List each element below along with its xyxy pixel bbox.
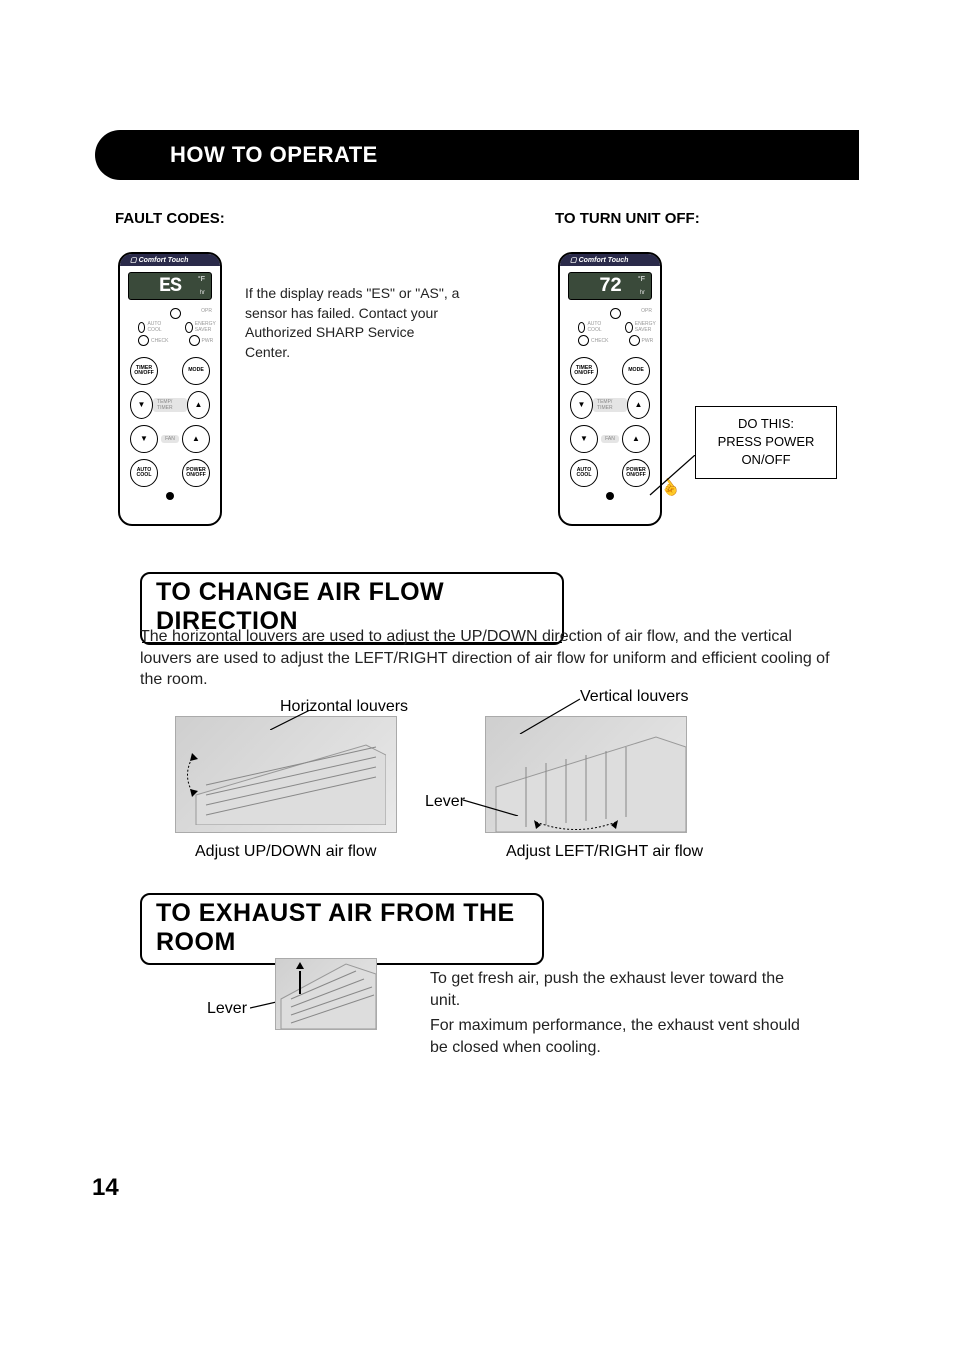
led-auto-icon [138,322,145,333]
manual-page: HOW TO OPERATE FAULT CODES: TO TURN UNIT… [0,0,954,1350]
power-button[interactable]: POWER ON/OFF [182,459,210,487]
panel-display: ES °F hr [128,272,212,300]
power-button[interactable]: POWER ON/OFF [622,459,650,487]
control-panel-fault: ▢ Comfort Touch ES °F hr OPR AUTO COOL E… [118,252,222,526]
panel-brand: ▢ Comfort Touch [120,254,220,266]
turn-off-label: TO TURN UNIT OFF: [555,210,700,227]
adjust-leftright-label: Adjust LEFT/RIGHT air flow [506,843,703,861]
callout-line2: PRESS POWER ON/OFF [706,433,826,469]
panel-display: 72 °F hr [568,272,652,300]
fan-up-button[interactable] [622,425,650,453]
vertical-louver-image [485,716,687,833]
display-value: ES [159,275,181,298]
temp-up-button[interactable] [187,391,210,419]
airflow-intro: The horizontal louvers are used to adjus… [140,626,834,691]
temp-down-button[interactable] [130,391,153,419]
lever-label-2: Lever [207,1000,247,1018]
led-energy-icon [185,322,193,333]
adjust-updown-label: Adjust UP/DOWN air flow [195,843,376,861]
fan-down-button[interactable] [130,425,158,453]
ir-receiver-icon [606,492,614,500]
timer-button[interactable]: TIMER ON/OFF [130,357,158,385]
exhaust-image [275,958,377,1030]
led-opr-icon [610,308,621,319]
section-header: HOW TO OPERATE [95,130,859,180]
fault-codes-label: FAULT CODES: [115,210,225,227]
auto-cool-button[interactable]: AUTO COOL [130,459,158,487]
horizontal-louvers-label: Horizontal louvers [280,698,408,716]
ir-receiver-icon [166,492,174,500]
exhaust-heading-frame: TO EXHAUST AIR FROM THE ROOM [140,893,544,965]
timer-button[interactable]: TIMER ON/OFF [570,357,598,385]
led-check-icon [138,335,149,346]
fan-down-button[interactable] [570,425,598,453]
display-value: 72 [599,275,621,298]
led-opr-icon [170,308,181,319]
temp-down-button[interactable] [570,391,593,419]
exhaust-heading: TO EXHAUST AIR FROM THE ROOM [142,895,542,963]
fan-up-button[interactable] [182,425,210,453]
mode-button[interactable]: MODE [622,357,650,385]
section-header-title: HOW TO OPERATE [170,142,378,168]
callout-box: DO THIS: PRESS POWER ON/OFF [695,406,837,479]
vertical-louvers-label: Vertical louvers [580,688,689,706]
callout-line1: DO THIS: [706,415,826,433]
led-pwr-icon [189,335,200,346]
page-number: 14 [92,1174,119,1202]
fault-description: If the display reads "ES" or "AS", a sen… [245,284,460,362]
exhaust-description: To get fresh air, push the exhaust lever… [430,968,800,1058]
horizontal-louver-image [175,716,397,833]
temp-up-button[interactable] [627,391,650,419]
lever-label: Lever [425,793,465,811]
panel-brand: ▢ Comfort Touch [560,254,660,266]
control-panel-normal: ▢ Comfort Touch 72 °F hr OPR AUTO COOL E… [558,252,662,526]
auto-cool-button[interactable]: AUTO COOL [570,459,598,487]
mode-button[interactable]: MODE [182,357,210,385]
